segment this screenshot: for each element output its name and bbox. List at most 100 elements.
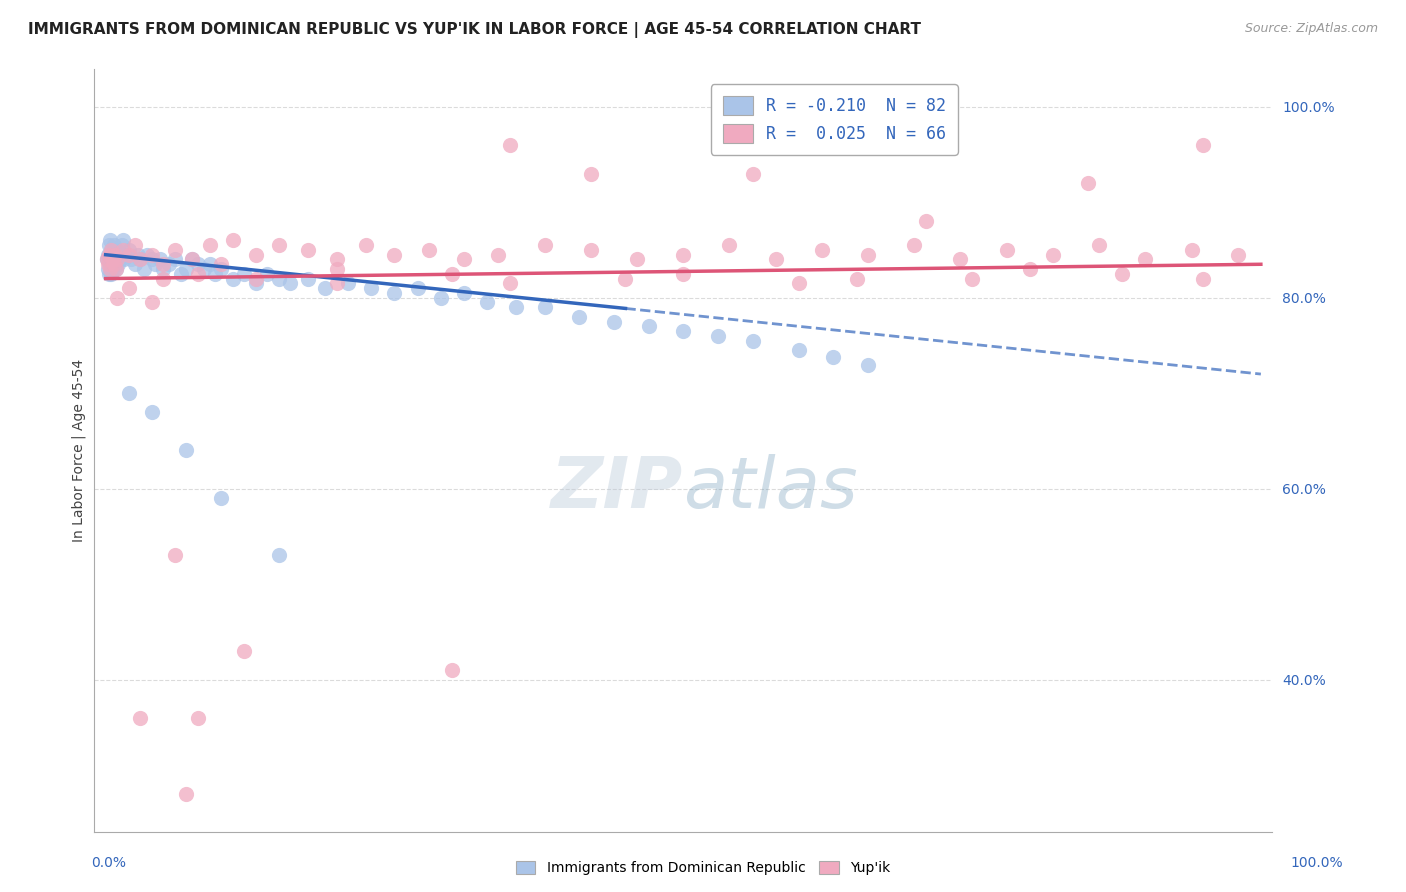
Point (499, 277, 522, 291)
Point (960, 271, 983, 285)
Point (98, 257, 121, 271)
Point (105, 262, 128, 277)
Point (475, 295, 498, 310)
Point (614, 271, 637, 285)
Point (141, 295, 163, 310)
Y-axis label: In Labor Force | Age 45-54: In Labor Force | Age 45-54 (72, 359, 86, 542)
Point (198, 257, 221, 271)
Point (209, 262, 232, 277)
Point (297, 271, 319, 285)
Point (505, 300, 527, 314)
Point (152, 262, 174, 277)
Point (104, 248, 127, 262)
Point (107, 257, 129, 271)
Point (124, 238, 146, 252)
Point (280, 277, 302, 291)
Point (111, 238, 134, 252)
Point (741, 167, 763, 181)
Point (176, 787, 198, 801)
Point (256, 267, 278, 281)
Point (856, 248, 879, 262)
Point (245, 248, 267, 262)
Point (233, 267, 256, 281)
Point (111, 233, 134, 247)
Point (118, 248, 141, 262)
Point (765, 252, 787, 267)
Point (297, 243, 319, 257)
Point (96, 252, 118, 267)
Point (101, 252, 124, 267)
Point (110, 252, 132, 267)
Point (209, 257, 232, 271)
Point (100, 267, 122, 281)
Point (118, 386, 141, 401)
Point (141, 405, 163, 419)
Point (96, 252, 118, 267)
Point (995, 243, 1018, 257)
Point (163, 252, 186, 267)
Text: IMMIGRANTS FROM DOMINICAN REPUBLIC VS YUP'IK IN LABOR FORCE | AGE 45-54 CORRELAT: IMMIGRANTS FROM DOMINICAN REPUBLIC VS YU… (28, 22, 921, 38)
Point (163, 243, 186, 257)
Point (103, 262, 125, 277)
Point (1018, 262, 1040, 277)
Point (198, 238, 221, 252)
Point (136, 248, 159, 262)
Point (718, 238, 741, 252)
Point (108, 248, 131, 262)
Point (1135, 252, 1157, 267)
Point (486, 248, 509, 262)
Point (579, 167, 602, 181)
Point (104, 252, 127, 267)
Point (100, 243, 122, 257)
Point (101, 252, 124, 267)
Point (181, 252, 204, 267)
Point (118, 243, 141, 257)
Point (354, 238, 377, 252)
Point (105, 248, 128, 262)
Point (112, 252, 135, 267)
Point (98, 248, 121, 262)
Point (187, 267, 209, 281)
Point (176, 443, 198, 458)
Point (637, 319, 659, 334)
Point (245, 277, 267, 291)
Point (187, 711, 209, 725)
Point (129, 252, 152, 267)
Point (337, 277, 360, 291)
Point (429, 291, 451, 305)
Point (163, 549, 186, 563)
Text: 100.0%: 100.0% (1291, 856, 1343, 870)
Point (152, 257, 174, 271)
Point (97, 257, 120, 271)
Text: Source: ZipAtlas.com: Source: ZipAtlas.com (1244, 22, 1378, 36)
Point (325, 277, 347, 291)
Point (787, 277, 810, 291)
Point (914, 214, 936, 228)
Point (105, 291, 128, 305)
Point (98, 248, 121, 262)
Point (441, 267, 464, 281)
Point (104, 257, 127, 271)
Point (314, 281, 336, 295)
Point (115, 248, 138, 262)
Point (141, 252, 163, 267)
Point (176, 262, 198, 277)
Point (101, 243, 124, 257)
Point (856, 358, 879, 372)
Point (1088, 238, 1111, 252)
Point (103, 248, 125, 262)
Point (105, 252, 128, 267)
Point (325, 262, 347, 277)
Point (129, 252, 152, 267)
Point (152, 271, 174, 285)
Point (1077, 176, 1099, 190)
Point (325, 252, 347, 267)
Point (453, 285, 475, 300)
Point (100, 243, 122, 257)
Legend: R = -0.210  N = 82, R =  0.025  N = 66: R = -0.210 N = 82, R = 0.025 N = 66 (711, 85, 957, 154)
Point (127, 248, 149, 262)
Point (267, 271, 290, 285)
Point (143, 257, 166, 271)
Point (626, 252, 648, 267)
Text: 0.0%: 0.0% (91, 856, 127, 870)
